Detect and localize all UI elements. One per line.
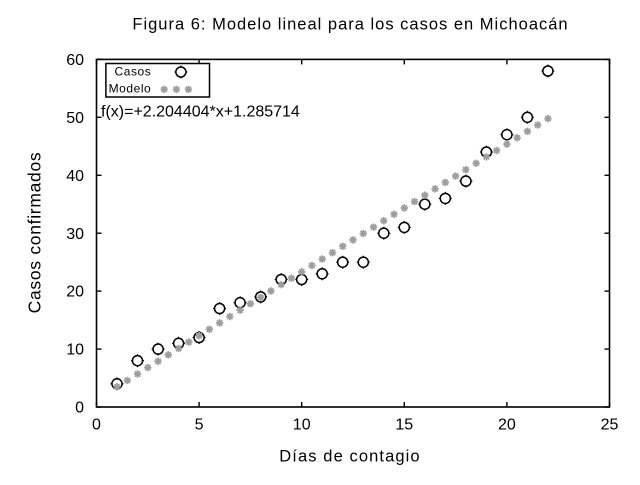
- svg-text:Días de contagio: Días de contagio: [279, 448, 420, 466]
- svg-text:20: 20: [498, 417, 516, 434]
- svg-text:Casos: Casos: [115, 65, 152, 79]
- svg-text:5: 5: [195, 417, 204, 434]
- svg-text:Casos confirmados: Casos confirmados: [25, 152, 45, 314]
- svg-text:0: 0: [92, 417, 101, 434]
- svg-text:f(x)=+2.204404*x+1.285714: f(x)=+2.204404*x+1.285714: [101, 104, 300, 121]
- svg-text:0: 0: [75, 400, 84, 417]
- svg-text:60: 60: [66, 52, 84, 69]
- svg-text:15: 15: [395, 417, 413, 434]
- svg-text:30: 30: [66, 226, 84, 243]
- svg-text:20: 20: [66, 284, 84, 301]
- svg-text:50: 50: [66, 110, 84, 127]
- svg-text:Modelo: Modelo: [109, 81, 152, 95]
- svg-text:10: 10: [293, 417, 311, 434]
- svg-text:40: 40: [66, 168, 84, 185]
- svg-text:25: 25: [601, 417, 619, 434]
- svg-text:10: 10: [66, 342, 84, 359]
- svg-text:Figura 6: Modelo lineal para l: Figura 6: Modelo lineal para los casos e…: [132, 16, 568, 34]
